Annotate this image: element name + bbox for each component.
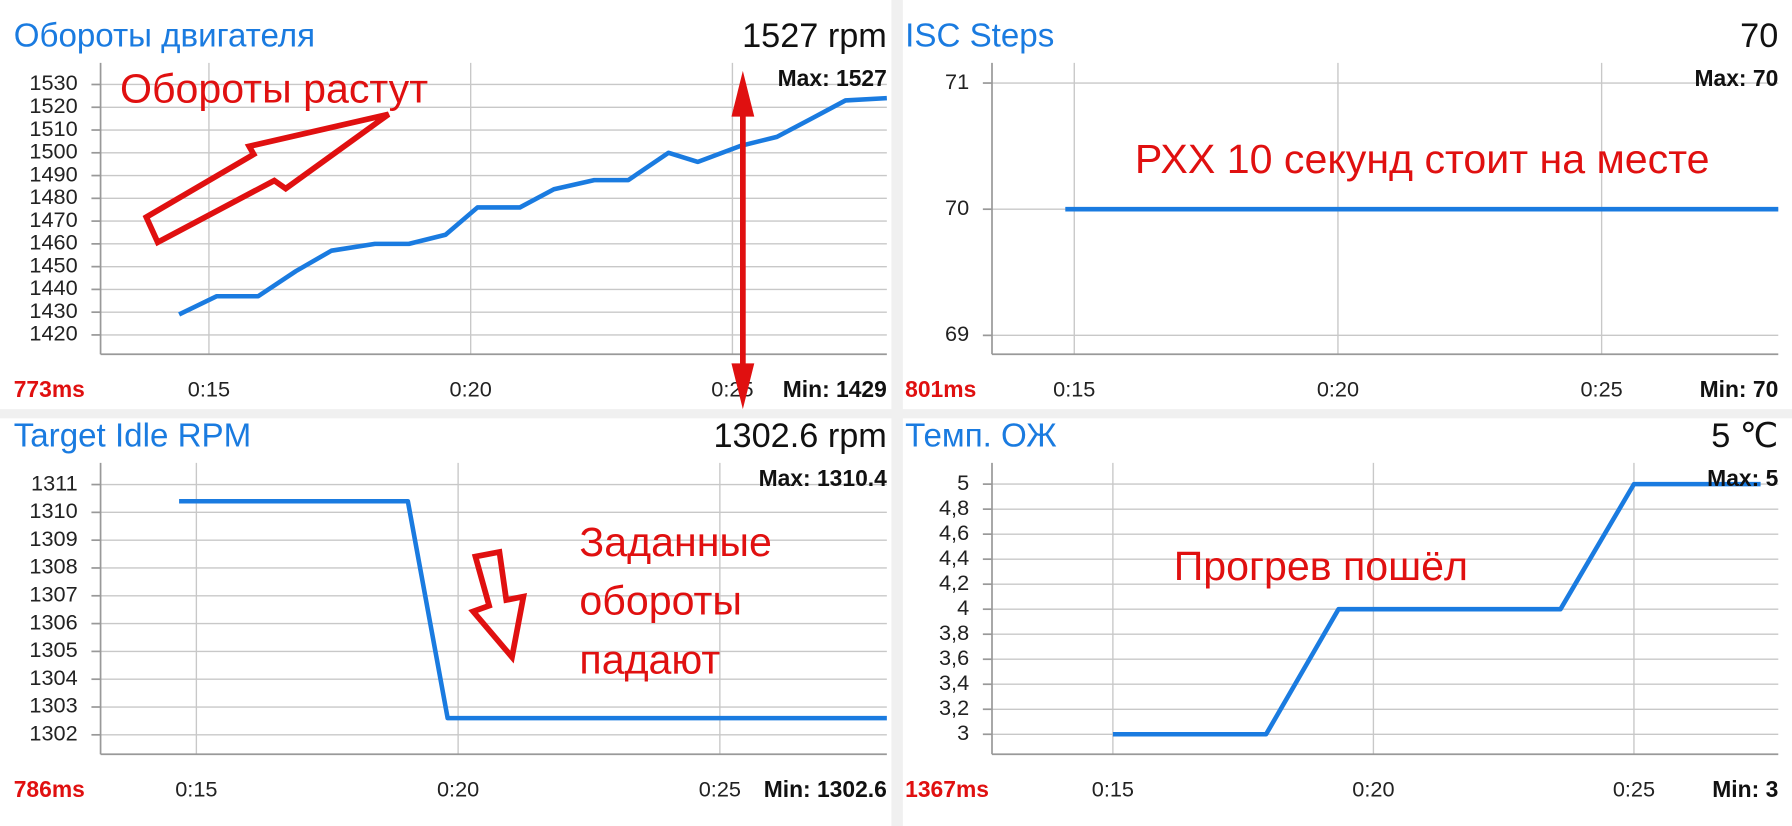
latency: 801ms (905, 376, 976, 402)
y-tick-label: 1480 (29, 184, 77, 209)
y-tick-label: 70 (945, 195, 969, 220)
y-tick-label: 4,6 (939, 520, 969, 545)
y-tick-label: 4 (957, 595, 969, 620)
arrow (468, 548, 528, 664)
annotation: Обороты растут (120, 65, 428, 111)
divider (0, 409, 1792, 419)
chart-title: Обороты двигателя (14, 17, 315, 54)
y-tick-label: 1302 (29, 721, 77, 746)
x-tick-label: 0:20 (1352, 777, 1394, 802)
x-tick-label: 0:25 (1613, 777, 1655, 802)
max-label: Max: 70 (1694, 65, 1778, 91)
y-tick-label: 4,4 (939, 545, 969, 570)
x-tick-label: 0:25 (1580, 377, 1622, 402)
y-tick-label: 3,6 (939, 645, 969, 670)
annotation: падают (579, 637, 720, 683)
current-value: 1302.6 rpm (714, 417, 887, 455)
max-label: Max: 1310.4 (759, 465, 888, 491)
y-tick-label: 69 (945, 321, 969, 346)
y-tick-label: 1310 (29, 498, 77, 523)
current-value: 1527 rpm (742, 17, 887, 55)
max-label: Max: 5 (1707, 465, 1778, 491)
charts: Обороты двигателя 1527 rpm 142014301440145… (14, 17, 1779, 802)
y-tick-label: 1460 (29, 230, 77, 255)
y-tick-label: 1430 (29, 298, 77, 323)
x-tick-label: 0:20 (1317, 377, 1359, 402)
y-tick-label: 5 (957, 470, 969, 495)
arrow-head (731, 70, 755, 117)
y-tick-label: 1309 (29, 526, 77, 551)
annotation: РХХ 10 секунд стоит на месте (1135, 136, 1710, 182)
current-value: 5 ℃ (1711, 417, 1778, 455)
y-tick-label: 1420 (29, 321, 77, 346)
data-line (178, 95, 887, 317)
y-tick-label: 1520 (29, 93, 77, 118)
y-tick-label: 1510 (29, 116, 77, 141)
x-tick-label: 0:15 (188, 377, 230, 402)
annotation: Прогрев пошёл (1174, 543, 1468, 589)
y-tick-label: 1490 (29, 161, 77, 186)
y-tick-label: 1306 (29, 609, 77, 634)
y-tick-label: 1440 (29, 275, 77, 300)
x-tick-label: 0:25 (699, 777, 741, 802)
y-tick-label: 1530 (29, 70, 77, 95)
chart-title: Target Idle RPM (14, 417, 251, 454)
latency: 786ms (14, 776, 85, 802)
min-label: Min: 1429 (783, 376, 887, 402)
y-tick-label: 3,2 (939, 695, 969, 720)
y-tick-label: 71 (945, 69, 969, 94)
y-tick-label: 1304 (29, 665, 77, 690)
max-label: Max: 1527 (778, 65, 887, 91)
y-tick-label: 1311 (31, 470, 78, 495)
arrow-head (731, 363, 755, 410)
min-label: Min: 70 (1700, 376, 1779, 402)
min-label: Min: 1302.6 (764, 776, 887, 802)
data-line (1112, 481, 1761, 737)
chart-title: Темп. ОЖ (905, 417, 1057, 454)
data-line (179, 498, 887, 721)
arrow (142, 111, 391, 247)
min-label: Min: 3 (1712, 776, 1778, 802)
latency: 773ms (14, 376, 85, 402)
y-tick-label: 1307 (29, 582, 77, 607)
annotation: Заданные (579, 519, 771, 565)
chart-title: ISC Steps (905, 17, 1054, 54)
y-tick-label: 1500 (29, 139, 77, 164)
latency: 1367ms (905, 776, 989, 802)
y-tick-label: 3,8 (939, 620, 969, 645)
x-tick-label: 0:20 (437, 777, 479, 802)
y-tick-label: 1470 (29, 207, 77, 232)
y-tick-label: 1305 (29, 637, 77, 662)
x-tick-label: 0:15 (1092, 777, 1134, 802)
y-tick-label: 3 (957, 720, 969, 745)
x-tick-label: 0:15 (1053, 377, 1095, 402)
annotation: обороты (579, 577, 742, 623)
y-tick-label: 1450 (29, 252, 77, 277)
x-tick-label: 0:20 (450, 377, 492, 402)
y-tick-label: 3,4 (939, 670, 969, 695)
x-tick-label: 0:15 (175, 777, 217, 802)
y-tick-label: 1308 (29, 554, 77, 579)
y-tick-label: 4,2 (939, 570, 969, 595)
y-tick-label: 4,8 (939, 495, 969, 520)
y-tick-label: 1303 (29, 693, 77, 718)
current-value: 70 (1740, 17, 1778, 55)
